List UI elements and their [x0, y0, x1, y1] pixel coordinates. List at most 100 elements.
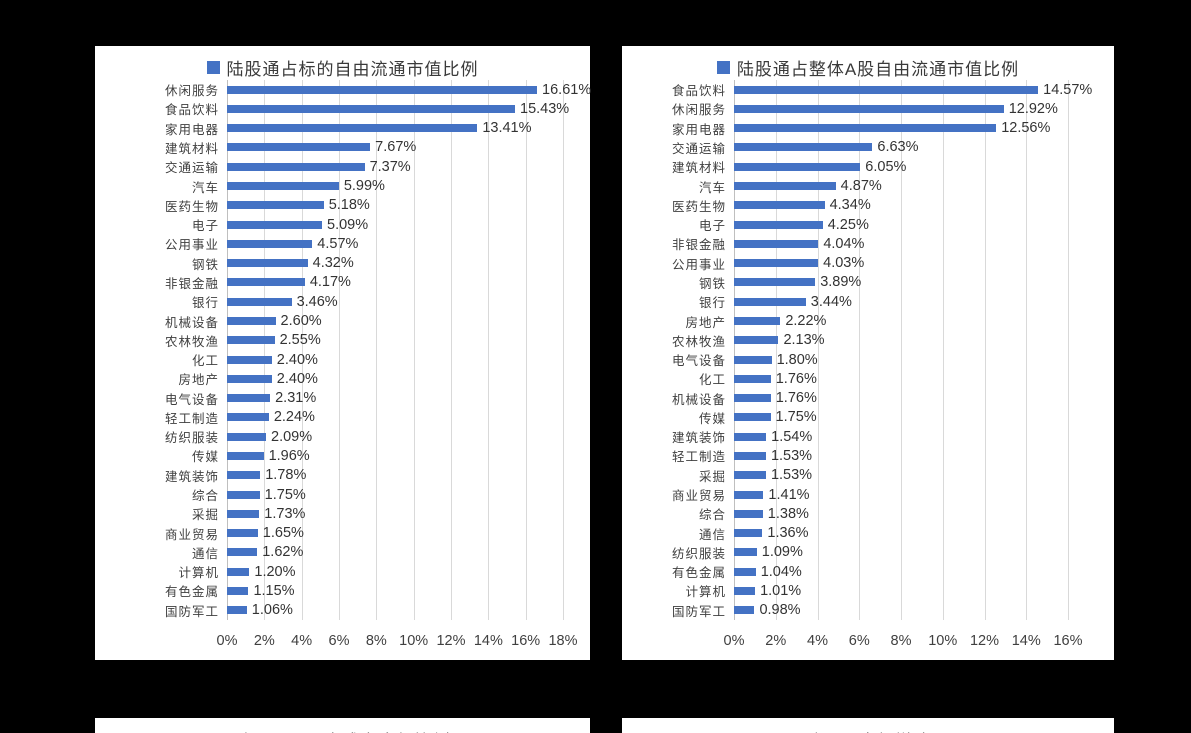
category-label: 计算机 [685, 585, 726, 600]
category-label: 国防军工 [164, 604, 219, 619]
value-label: 1.65% [262, 525, 304, 542]
category-label: 传媒 [698, 411, 726, 426]
value-label: 1.80% [776, 351, 818, 368]
bar [734, 451, 766, 460]
chart-panel-bottom-left: 陆股通买入占成交金额比例 [95, 718, 590, 733]
value-label: 0.98% [759, 602, 801, 619]
bar [227, 317, 276, 326]
category-label: 电气设备 [671, 354, 726, 369]
bar [734, 548, 757, 557]
value-label: 1.54% [771, 428, 813, 445]
x-axis-tick-label: 2% [765, 633, 787, 649]
value-label: 5.99% [343, 178, 385, 195]
x-axis-tick-label: 4% [291, 633, 313, 649]
category-label: 公用事业 [164, 238, 219, 253]
bar-row: 公用事业 4.03% [622, 254, 1114, 273]
bar-row: 有色金属 1.04% [622, 562, 1114, 581]
category-label: 机械设备 [164, 315, 219, 330]
category-label: 电气设备 [164, 392, 219, 407]
category-label: 轻工制造 [164, 411, 219, 426]
value-label: 1.75% [264, 486, 306, 503]
bar-row: 电子 5.09% [95, 215, 590, 234]
category-label: 纺织服装 [671, 546, 726, 561]
bar-row: 钢铁 4.32% [95, 254, 590, 273]
value-label: 1.06% [251, 602, 293, 619]
category-label: 房地产 [685, 315, 726, 330]
bar [227, 259, 308, 268]
bar [734, 374, 771, 383]
x-axis-tick-label: 8% [890, 633, 912, 649]
bar-row: 钢铁 3.89% [622, 273, 1114, 292]
plot-area: 休闲服务 16.61% 食品饮料 15.43% 家用电器 13.41% 建筑材料 7.67% 交… [95, 80, 591, 620]
category-label: 休闲服务 [164, 84, 219, 99]
bar [734, 182, 836, 191]
value-label: 4.32% [312, 255, 354, 272]
category-label: 综合 [698, 508, 726, 523]
value-label: 2.09% [271, 428, 313, 445]
value-label: 1.04% [760, 563, 802, 580]
bar [227, 297, 292, 306]
x-axis-tick-label: 4% [807, 633, 828, 649]
x-axis-tick-label: 0% [723, 633, 745, 649]
bar [227, 104, 516, 113]
chart-title-text: 陆股通占整体A股自由流通市值比例 [736, 59, 1020, 79]
bar-row: 综合 1.38% [622, 504, 1114, 523]
bar-row: 非银金融 4.04% [622, 234, 1114, 253]
value-label: 4.57% [317, 235, 359, 252]
value-label: 4.17% [309, 274, 351, 291]
chart-title-text: 陆股通金额增速 [805, 727, 931, 733]
value-label: 3.44% [810, 293, 852, 310]
bar-row: 通信 1.62% [95, 543, 590, 562]
category-label: 农林牧渔 [671, 334, 726, 349]
category-label: 通信 [698, 527, 726, 542]
value-label: 14.57% [1043, 81, 1093, 98]
bar [227, 239, 313, 248]
bar-row: 纺织服装 1.09% [622, 543, 1114, 562]
bar-row: 交通运输 6.63% [622, 138, 1114, 157]
value-label: 4.04% [823, 235, 865, 252]
bar-row: 农林牧渔 2.13% [622, 331, 1114, 350]
category-label: 汽车 [191, 180, 219, 195]
bar-row: 国防军工 1.06% [95, 601, 590, 620]
category-label: 建筑装饰 [164, 469, 219, 484]
value-label: 2.31% [275, 390, 317, 407]
bar [734, 509, 763, 518]
bar-row: 建筑材料 6.05% [622, 157, 1114, 176]
bar-row: 电气设备 1.80% [622, 350, 1114, 369]
category-label: 汽车 [698, 180, 726, 195]
bar-row: 休闲服务 12.92% [622, 99, 1114, 118]
category-label: 电子 [698, 219, 726, 234]
value-label: 13.41% [482, 120, 532, 137]
category-label: 非银金融 [671, 238, 726, 253]
category-label: 建筑材料 [671, 161, 726, 176]
bar [734, 220, 823, 229]
value-label: 4.87% [840, 178, 882, 195]
category-label: 休闲服务 [671, 103, 726, 118]
bar-row: 综合 1.75% [95, 485, 590, 504]
bar-row: 建筑材料 7.67% [95, 138, 590, 157]
category-label: 家用电器 [671, 122, 726, 137]
value-label: 2.22% [785, 313, 827, 330]
chart-panel-bottom-right: 陆股通金额增速 [622, 718, 1114, 733]
value-label: 1.41% [768, 486, 810, 503]
bar [227, 394, 271, 403]
value-label: 1.15% [253, 582, 295, 599]
bar [227, 143, 371, 152]
bar-row: 建筑装饰 1.54% [622, 427, 1114, 446]
chart-panel-top-right: 陆股通占整体A股自由流通市值比例 食品饮料 14.57% 休闲服务 12.92% 家用电… [622, 46, 1114, 660]
chart-panel-top-left: 陆股通占标的自由流通市值比例 休闲服务 16.61% 食品饮料 15.43% 家用电器 1… [95, 46, 591, 660]
bar [227, 548, 258, 557]
value-label: 4.03% [823, 255, 865, 272]
bar [734, 471, 766, 480]
x-axis-tick-label: 12% [436, 633, 466, 649]
bar [227, 567, 250, 576]
value-label: 12.92% [1008, 100, 1058, 117]
bar [734, 317, 781, 326]
category-label: 轻工制造 [671, 450, 726, 465]
bar-row: 国防军工 0.98% [622, 601, 1114, 620]
bar [734, 336, 779, 345]
bar-row: 有色金属 1.15% [95, 581, 590, 600]
bar-row: 房地产 2.22% [622, 311, 1114, 330]
value-label: 6.63% [877, 139, 919, 156]
category-label: 建筑装饰 [671, 431, 726, 446]
